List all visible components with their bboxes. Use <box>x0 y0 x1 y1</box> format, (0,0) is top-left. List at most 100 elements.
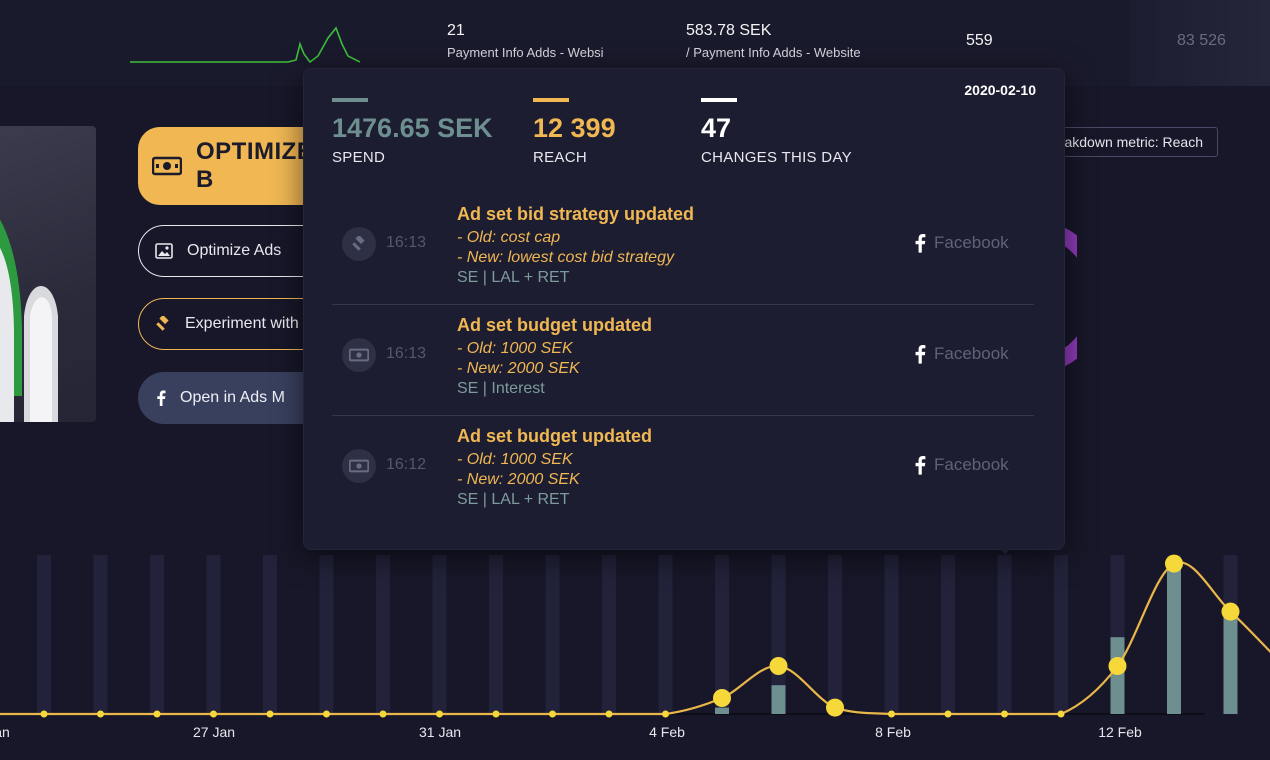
reach-point[interactable] <box>97 710 104 718</box>
optimize-budget-button[interactable]: OPTIMIZE B <box>138 127 328 205</box>
event-new-value: - New: 2000 SEK <box>457 360 580 377</box>
reach-point[interactable] <box>492 710 500 718</box>
reach-point[interactable] <box>323 710 330 718</box>
reach-point[interactable] <box>1221 602 1240 621</box>
x-axis-label: an <box>0 724 10 740</box>
reach-point[interactable] <box>1165 554 1183 573</box>
spend-bar[interactable] <box>1223 611 1238 714</box>
x-axis-label: 4 Feb <box>649 724 685 740</box>
spend-bar[interactable] <box>1110 637 1125 714</box>
event-target: SE | Interest <box>457 380 545 397</box>
chart-grid-column <box>263 555 277 714</box>
reach-point[interactable] <box>549 710 556 718</box>
ad-creative-graphic <box>0 219 58 422</box>
reach-value: 12 399 <box>533 113 616 143</box>
optimize-ads-button[interactable]: Optimize Ads <box>138 225 328 277</box>
metric-label-2: / Payment Info Adds - Website <box>686 45 861 60</box>
chart-grid-column <box>432 555 447 714</box>
reach-point[interactable] <box>888 710 895 718</box>
spend-label: SPEND <box>332 149 386 166</box>
tooltip-pointer <box>996 545 1014 554</box>
spend-value: 1476.65 SEK <box>332 113 493 143</box>
changes-color-bar <box>701 98 737 102</box>
event-new-value: - New: lowest cost bid strategy <box>457 249 674 266</box>
metrics-strip-fade <box>1130 0 1270 86</box>
event-platform-label: Facebook <box>934 455 1009 474</box>
spend-bar[interactable] <box>771 685 786 714</box>
reach-label: REACH <box>533 149 588 166</box>
x-axis-label: 8 Feb <box>875 724 911 740</box>
reach-point[interactable] <box>266 710 274 718</box>
reach-point[interactable] <box>40 710 48 718</box>
event-title: Ad set budget updated <box>457 315 652 335</box>
reach-point[interactable] <box>210 710 217 718</box>
day-details-tooltip: 2020-02-10 1476.65 SEK SPEND 12 399 REAC… <box>303 68 1065 550</box>
change-event[interactable]: 16:13 Ad set budget updated - Old: 1000 … <box>332 305 1034 416</box>
spend-color-bar <box>332 98 368 102</box>
chart-grid-column <box>150 555 164 714</box>
facebook-icon <box>914 343 926 365</box>
experiment-label: Experiment with <box>185 315 299 332</box>
chart-grid-column <box>93 555 108 714</box>
change-event[interactable]: 16:13 Ad set bid strategy updated - Old:… <box>332 194 1034 305</box>
event-old-value: - Old: 1000 SEK <box>457 451 573 468</box>
event-platform: Facebook <box>914 343 1009 365</box>
money-icon <box>342 338 376 372</box>
reach-color-bar <box>533 98 569 102</box>
chart-grid-column <box>941 555 955 714</box>
event-title: Ad set bid strategy updated <box>457 204 695 224</box>
open-in-ads-manager-label: Open in Ads M <box>180 389 285 406</box>
chart-grid-column <box>1054 555 1068 714</box>
x-axis-label: 27 Jan <box>192 724 236 740</box>
chart-grid-column <box>602 555 616 714</box>
facebook-icon <box>156 390 166 406</box>
x-axis-label: 31 Jan <box>418 724 462 740</box>
reach-point[interactable] <box>1057 710 1065 718</box>
reach-point[interactable] <box>605 710 613 718</box>
breakdown-metric-select[interactable]: eakdown metric: Reach <box>1040 127 1218 157</box>
spend-bar[interactable] <box>715 707 729 714</box>
open-in-ads-manager-button[interactable]: Open in Ads M <box>138 372 328 424</box>
gavel-icon <box>155 316 171 332</box>
gavel-icon <box>342 227 376 261</box>
event-title: Ad set budget updated <box>457 426 652 446</box>
tooltip-date: 2020-02-10 <box>964 82 1036 98</box>
reach-point[interactable] <box>436 710 443 718</box>
breakdown-donut-chart[interactable] <box>1025 228 1077 366</box>
metric-value-1: 21 <box>447 22 465 39</box>
event-platform: Facebook <box>914 454 1009 476</box>
experiment-button[interactable]: Experiment with <box>138 298 328 350</box>
money-icon <box>152 156 182 176</box>
event-old-value: - Old: 1000 SEK <box>457 340 573 357</box>
event-platform-label: Facebook <box>934 233 1009 252</box>
reach-point[interactable] <box>379 710 387 718</box>
chart-grid-column <box>658 555 673 714</box>
spend-bar[interactable] <box>1167 560 1181 714</box>
event-time: 16:13 <box>386 345 427 362</box>
metric-value-2: 583.78 SEK <box>686 22 772 39</box>
reach-point[interactable] <box>1001 710 1008 718</box>
image-icon <box>155 243 173 259</box>
event-time: 16:12 <box>386 456 427 473</box>
reach-point[interactable] <box>153 710 161 718</box>
reach-point[interactable] <box>662 710 669 718</box>
metric-label-1: Payment Info Adds - Website <box>447 45 603 60</box>
event-new-value: - New: 2000 SEK <box>457 471 580 488</box>
event-platform: Facebook <box>914 232 1009 254</box>
facebook-icon <box>914 232 926 254</box>
reach-point[interactable] <box>944 710 952 718</box>
chart-grid-column <box>319 555 334 714</box>
chart-grid-column <box>997 555 1012 714</box>
chart-grid-column <box>545 555 560 714</box>
change-event[interactable]: 16:12 Ad set budget updated - Old: 1000 … <box>332 416 1034 526</box>
facebook-icon <box>914 454 926 476</box>
reach-point[interactable] <box>826 698 844 717</box>
reach-point[interactable] <box>1108 657 1127 675</box>
reach-point[interactable] <box>769 657 788 675</box>
ad-creative-image[interactable] <box>0 126 96 422</box>
event-platform-label: Facebook <box>934 344 1009 363</box>
reach-point[interactable] <box>713 689 731 707</box>
metric-value-4: 83 526 <box>1177 32 1226 49</box>
changes-value: 47 <box>701 113 732 143</box>
metric-value-3: 559 <box>966 32 993 49</box>
